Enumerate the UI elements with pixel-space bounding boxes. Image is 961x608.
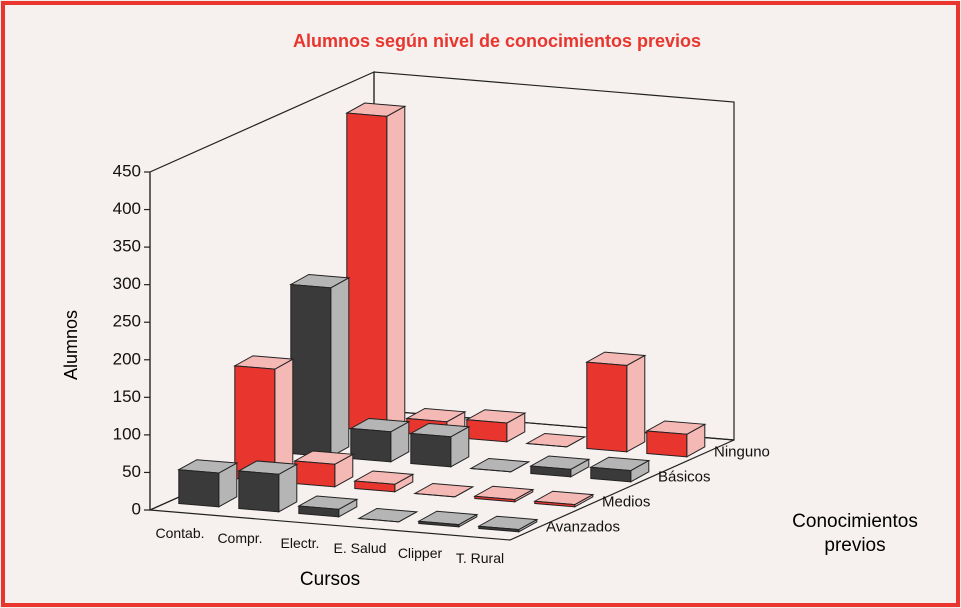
bar: [414, 493, 455, 498]
x-tick-label: E. Salud: [334, 540, 387, 556]
bar: [470, 468, 511, 473]
y-tick-label: 250: [113, 312, 141, 331]
z-axis-label: Conocimientos previos: [792, 511, 918, 556]
bar-side: [330, 276, 350, 458]
x-tick-label: Contab.: [155, 525, 204, 541]
x-axis-label: Cursos: [300, 569, 360, 590]
z-axis-label-box: Conocimientos previos: [792, 511, 918, 556]
bar: [298, 505, 340, 518]
bar: [238, 470, 280, 513]
y-tick-label: 400: [113, 199, 141, 218]
bar: [354, 480, 396, 493]
bar-side: [386, 105, 406, 433]
bar: [646, 430, 688, 458]
bar: [526, 443, 567, 448]
y-tick-label: 450: [113, 161, 141, 180]
bar: [474, 495, 516, 503]
bar: [466, 419, 508, 443]
bar: [586, 361, 628, 453]
bar: [290, 283, 332, 458]
y-tick-label: 150: [113, 387, 141, 406]
x-tick-label: Electr.: [281, 535, 320, 551]
chart-title: Alumnos según nivel de conocimientos pre…: [293, 31, 701, 51]
row-label: Avanzados: [546, 518, 620, 535]
bar: [294, 460, 336, 488]
x-tick-label: Compr.: [217, 530, 262, 546]
y-tick-label: 100: [113, 424, 141, 443]
row-label: Ninguno: [714, 443, 770, 460]
bar: [418, 520, 460, 528]
bar: [178, 469, 220, 508]
y-tick-label: 200: [113, 349, 141, 368]
y-tick-label: 350: [113, 237, 141, 256]
y-tick-label: 0: [132, 499, 141, 518]
row-label: Medios: [602, 493, 650, 510]
bar: [410, 432, 452, 468]
bar: [590, 466, 632, 483]
bar: [530, 465, 572, 478]
y-axis-label: Alumnos: [61, 310, 81, 380]
bar: [478, 525, 520, 533]
y-tick-label: 300: [113, 274, 141, 293]
bar-side: [626, 354, 646, 453]
bar: [350, 427, 392, 463]
y-tick-label: 50: [122, 462, 141, 481]
bar: [358, 518, 399, 523]
x-tick-label: T. Rural: [456, 550, 504, 566]
x-tick-label: Clipper: [398, 545, 443, 561]
row-label: Básicos: [658, 468, 711, 485]
bar: [346, 112, 388, 433]
bar: [534, 500, 576, 508]
